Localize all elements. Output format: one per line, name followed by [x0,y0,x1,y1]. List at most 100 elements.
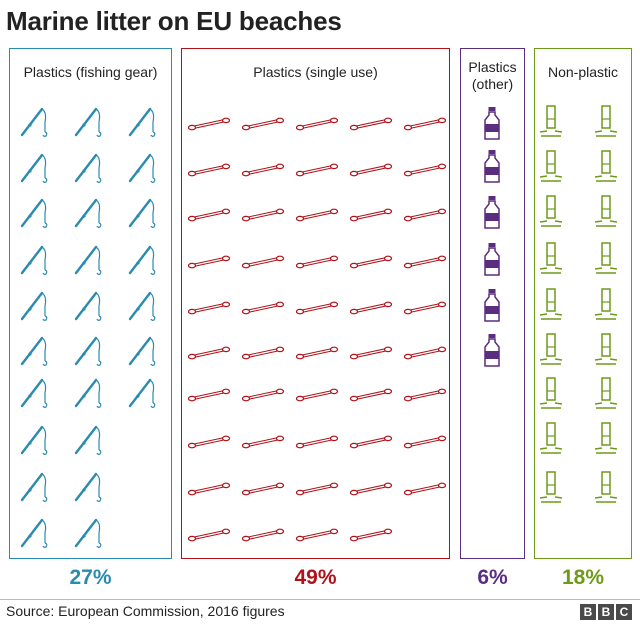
bbc-logo-c: C [616,604,632,620]
cigarette-butt-icon [594,422,618,454]
cigarette-butt-icon [539,150,563,182]
cotton-bud-icon [187,301,231,315]
fishing-rod-icon [128,245,156,275]
panel-label-other-line1: Plastics [468,59,517,75]
plastic-bottle-icon [484,334,500,367]
fishing-rod-icon [20,472,48,502]
cotton-bud-icon [241,163,285,177]
cotton-bud-icon [403,163,447,177]
cigarette-butt-icon [594,288,618,320]
cotton-bud-icon [403,346,447,360]
fishing-rod-icon [20,107,48,137]
cotton-bud-icon [241,528,285,542]
cotton-bud-icon [403,208,447,222]
cotton-bud-icon [241,435,285,449]
cotton-bud-icon [187,208,231,222]
panel-other: Plastics (other) [460,48,525,559]
cotton-bud-icon [241,208,285,222]
cotton-bud-icon [187,117,231,131]
cigarette-butt-icon [594,242,618,274]
cotton-bud-icon [349,255,393,269]
cotton-bud-icon [241,255,285,269]
cotton-bud-icon [241,388,285,402]
bbc-logo-b2: B [598,604,614,620]
cotton-bud-icon [241,346,285,360]
bbc-logo: B B C [580,604,632,620]
fishing-rod-icon [74,153,102,183]
cotton-bud-icon [349,435,393,449]
plastic-bottle-icon [484,150,500,183]
cotton-bud-icon [403,301,447,315]
bbc-logo-b1: B [580,604,596,620]
cotton-bud-icon [403,255,447,269]
fishing-rod-icon [74,472,102,502]
percent-fishing-gear: 27% [69,566,112,589]
panel-label-other-line2: (other) [471,76,514,92]
percent-other: 6% [477,566,508,589]
panel-label-fishing-gear: Plastics (fishing gear) [23,64,158,80]
cotton-bud-icon [349,301,393,315]
cotton-bud-icon [295,301,339,315]
fishing-rod-icon [20,336,48,366]
cotton-bud-icon [187,435,231,449]
cigarette-butt-icon [594,195,618,227]
source-note: Source: European Commission, 2016 figure… [6,603,285,619]
panel-single-use: Plastics (single use) [181,48,450,559]
plastic-bottle-icon [484,196,500,229]
fishing-rod-icon [74,107,102,137]
cotton-bud-icon [295,255,339,269]
cotton-bud-icon [295,528,339,542]
fishing-rod-icon [20,245,48,275]
fishing-rod-icon [20,378,48,408]
cotton-bud-icon [295,435,339,449]
cotton-bud-icon [403,482,447,496]
fishing-rod-icon [128,291,156,321]
cotton-bud-icon [241,301,285,315]
cigarette-butt-icon [539,377,563,409]
cotton-bud-icon [187,388,231,402]
cigarette-butt-icon [539,195,563,227]
cotton-bud-icon [349,208,393,222]
cotton-bud-icon [349,528,393,542]
cotton-bud-icon [187,163,231,177]
cotton-bud-icon [295,346,339,360]
fishing-rod-icon [20,518,48,548]
cotton-bud-icon [295,163,339,177]
fishing-rod-icon [74,198,102,228]
cotton-bud-icon [187,482,231,496]
cigarette-butt-icon [594,377,618,409]
fishing-rod-icon [20,425,48,455]
plastic-bottle-icon [484,107,500,140]
cotton-bud-icon [187,346,231,360]
cigarette-butt-icon [539,288,563,320]
cotton-bud-icon [241,482,285,496]
cigarette-butt-icon [539,105,563,137]
cotton-bud-icon [295,208,339,222]
fishing-rod-icon [74,378,102,408]
cotton-bud-icon [241,117,285,131]
fishing-rod-icon [128,153,156,183]
panel-non-plastic: Non-plastic [534,48,632,559]
panel-label-non-plastic: Non-plastic [547,64,619,80]
percent-single-use: 49% [294,566,337,589]
cotton-bud-icon [349,346,393,360]
fishing-rod-icon [128,107,156,137]
cigarette-butt-icon [594,471,618,503]
fishing-rod-icon [74,291,102,321]
cotton-bud-icon [187,528,231,542]
fishing-rod-icon [20,153,48,183]
fishing-rod-icon [20,198,48,228]
cotton-bud-icon [295,482,339,496]
fishing-rod-icon [128,336,156,366]
cotton-bud-icon [349,388,393,402]
footer-divider [0,599,640,600]
cigarette-butt-icon [539,422,563,454]
percent-non-plastic: 18% [561,566,605,589]
cigarette-butt-icon [594,333,618,365]
cotton-bud-icon [295,388,339,402]
fishing-rod-icon [128,378,156,408]
fishing-rod-icon [74,425,102,455]
fishing-rod-icon [74,336,102,366]
cigarette-butt-icon [539,471,563,503]
